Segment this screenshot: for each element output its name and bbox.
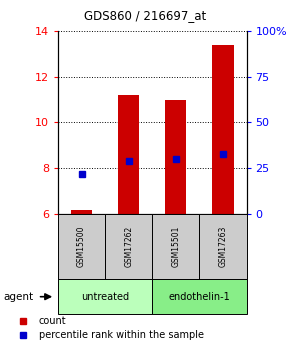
Bar bbox=[165, 100, 186, 214]
Text: GSM15501: GSM15501 bbox=[171, 226, 180, 267]
Text: percentile rank within the sample: percentile rank within the sample bbox=[39, 330, 204, 339]
Bar bbox=[58, 279, 152, 314]
Text: GSM17262: GSM17262 bbox=[124, 226, 133, 267]
Text: count: count bbox=[39, 316, 66, 326]
Text: GSM15500: GSM15500 bbox=[77, 226, 86, 267]
Bar bbox=[118, 95, 139, 214]
Bar bbox=[58, 214, 105, 279]
Text: GDS860 / 216697_at: GDS860 / 216697_at bbox=[84, 9, 206, 22]
Text: untreated: untreated bbox=[81, 292, 129, 302]
Bar bbox=[105, 214, 152, 279]
Bar bbox=[152, 279, 246, 314]
Text: agent: agent bbox=[3, 292, 33, 302]
Text: GSM17263: GSM17263 bbox=[218, 226, 227, 267]
Text: endothelin-1: endothelin-1 bbox=[168, 292, 230, 302]
Bar bbox=[152, 214, 200, 279]
Bar bbox=[200, 214, 246, 279]
Bar bbox=[71, 210, 92, 214]
Bar bbox=[212, 45, 233, 214]
